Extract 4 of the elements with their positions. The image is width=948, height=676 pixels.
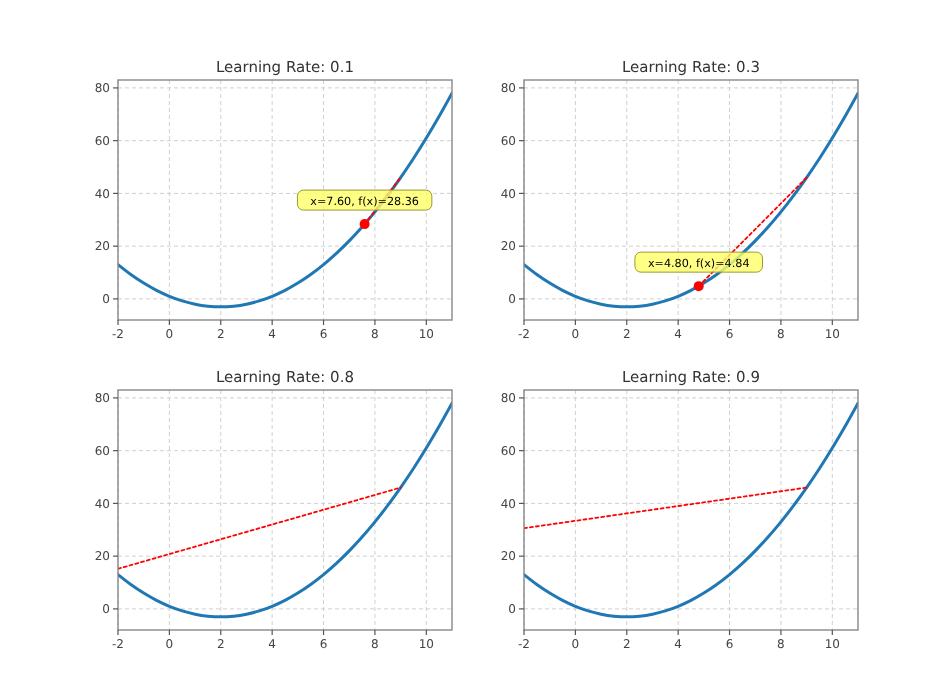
line-series <box>118 91 452 309</box>
line-series <box>524 401 858 619</box>
line-series <box>118 401 452 619</box>
line-series <box>524 91 858 309</box>
